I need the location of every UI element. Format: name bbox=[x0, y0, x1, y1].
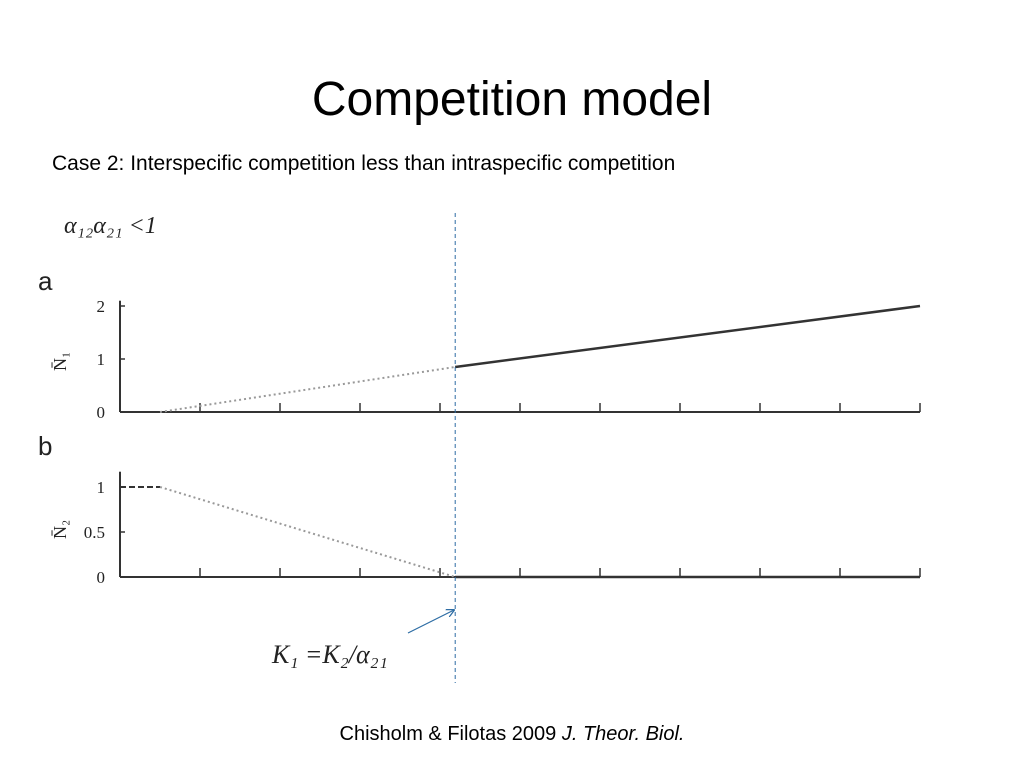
y-tick-label: 0 bbox=[97, 568, 106, 587]
y-tick-label: 0.5 bbox=[84, 523, 105, 542]
citation: Chisholm & Filotas 2009 J. Theor. Biol. bbox=[340, 723, 685, 745]
y-tick-label: 1 bbox=[97, 478, 106, 497]
y-axis-label: N̄₂ bbox=[50, 520, 70, 539]
citation-journal: J. Theor. Biol. bbox=[561, 723, 685, 745]
citation-authors: Chisholm & Filotas 2009 bbox=[340, 723, 562, 745]
y-axis-label: N̄₁ bbox=[50, 352, 70, 371]
y-tick-label: 0 bbox=[97, 403, 106, 422]
y-tick-label: 1 bbox=[97, 350, 106, 369]
annotation-arrow bbox=[407, 610, 454, 634]
series-line bbox=[455, 304, 921, 369]
series-line bbox=[159, 486, 456, 578]
annotation: K₁ =K₂/α₂₁ bbox=[271, 640, 388, 669]
slide-title: Competition model bbox=[312, 73, 712, 126]
panel-label: b bbox=[38, 431, 52, 461]
panel-label: a bbox=[38, 266, 53, 296]
y-tick-label: 2 bbox=[97, 297, 106, 316]
series-line bbox=[159, 365, 456, 413]
subtitle: Case 2: Interspecific competition less t… bbox=[52, 152, 675, 175]
condition: α₁₂α₂₁ <1 bbox=[64, 213, 157, 239]
